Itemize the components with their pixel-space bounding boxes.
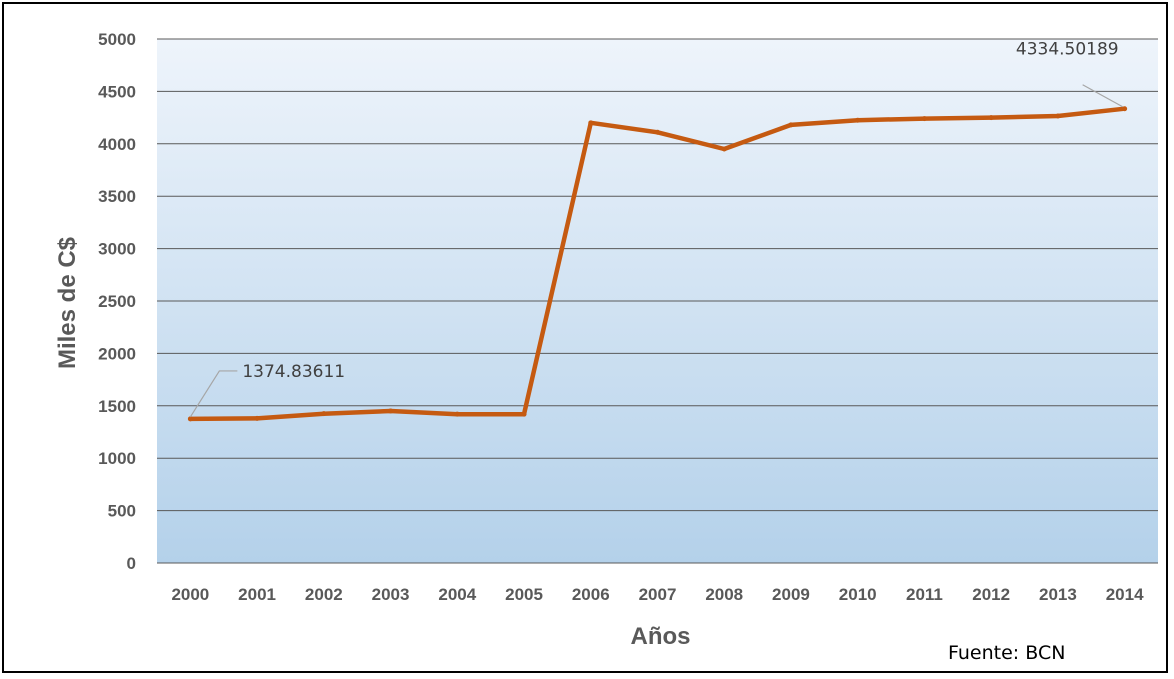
y-tick-label: 500 xyxy=(108,502,136,521)
data-point xyxy=(1055,113,1061,119)
x-tick-label: 2007 xyxy=(639,585,677,604)
x-tick-label: 2010 xyxy=(839,585,877,604)
data-point xyxy=(921,116,927,122)
x-tick-label: 2001 xyxy=(238,585,276,604)
x-tick-label: 2009 xyxy=(772,585,810,604)
y-tick-label: 1000 xyxy=(98,449,136,468)
x-tick-label: 2004 xyxy=(438,585,476,604)
x-tick-label: 2013 xyxy=(1039,585,1077,604)
data-label: 4334.50189 xyxy=(1016,40,1119,60)
y-tick-label: 4000 xyxy=(98,135,136,154)
data-point xyxy=(855,117,861,123)
leader-line xyxy=(1082,84,1123,108)
y-tick-label: 0 xyxy=(127,554,136,573)
line-chart: 0 500 1000 1500 2000 2500 3000 3500 4000 4500 5000… xyxy=(54,30,1158,664)
source-note: Fuente: BCN xyxy=(948,642,1065,664)
data-point xyxy=(187,416,193,422)
data-point xyxy=(388,408,394,414)
data-point xyxy=(1122,106,1128,112)
x-tick-label: 2011 xyxy=(906,585,943,604)
x-tick-label: 2003 xyxy=(372,585,410,604)
data-point xyxy=(521,411,527,417)
x-tick-label: 2008 xyxy=(705,585,743,604)
data-point xyxy=(721,146,727,152)
y-tick-label: 1500 xyxy=(98,397,136,416)
data-point xyxy=(454,411,460,417)
data-point xyxy=(254,415,260,421)
data-label: 1374.83611 xyxy=(242,362,345,382)
y-tick-label: 3000 xyxy=(98,240,136,259)
y-tick-label: 2500 xyxy=(98,292,136,311)
leader-line xyxy=(189,370,238,418)
y-tick-label: 4500 xyxy=(98,82,136,101)
data-point xyxy=(588,120,594,126)
y-tick-label: 5000 xyxy=(98,30,136,49)
x-tick-label: 2005 xyxy=(505,585,543,604)
y-axis-title: Miles de C$ xyxy=(54,236,81,369)
data-point xyxy=(321,411,327,417)
data-point xyxy=(988,115,994,121)
y-tick-label: 2000 xyxy=(98,344,136,363)
x-tick-label: 2000 xyxy=(171,585,209,604)
data-point xyxy=(655,129,660,135)
x-axis-title: Años xyxy=(631,623,691,650)
x-tick-label: 2014 xyxy=(1106,585,1144,604)
x-tick-label: 2002 xyxy=(305,585,343,604)
y-tick-label: 3500 xyxy=(98,187,136,206)
data-point xyxy=(788,122,794,128)
x-tick-label: 2012 xyxy=(972,585,1010,604)
x-tick-label: 2006 xyxy=(572,585,610,604)
